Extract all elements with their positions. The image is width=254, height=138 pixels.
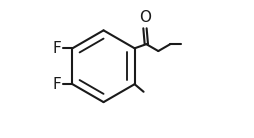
Text: O: O — [139, 10, 151, 25]
Text: F: F — [53, 41, 62, 56]
Text: F: F — [53, 77, 62, 92]
